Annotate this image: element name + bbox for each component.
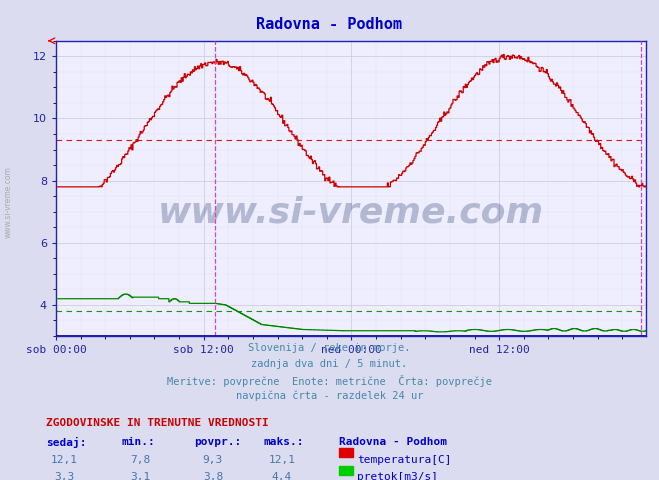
Text: maks.:: maks.: [264, 437, 304, 447]
Text: 3,1: 3,1 [130, 472, 150, 480]
Text: 4,4: 4,4 [272, 472, 292, 480]
Text: povpr.:: povpr.: [194, 437, 242, 447]
Text: sedaj:: sedaj: [46, 437, 86, 448]
Text: 12,1: 12,1 [51, 455, 78, 465]
Text: 7,8: 7,8 [130, 455, 150, 465]
Text: ZGODOVINSKE IN TRENUTNE VREDNOSTI: ZGODOVINSKE IN TRENUTNE VREDNOSTI [46, 418, 269, 428]
Text: www.si-vreme.com: www.si-vreme.com [3, 166, 13, 238]
Text: Slovenija / reke in morje.: Slovenija / reke in morje. [248, 343, 411, 353]
Text: www.si-vreme.com: www.si-vreme.com [158, 195, 544, 229]
Text: pretok[m3/s]: pretok[m3/s] [357, 472, 438, 480]
Text: Radovna - Podhom: Radovna - Podhom [256, 17, 403, 32]
Text: Radovna - Podhom: Radovna - Podhom [339, 437, 447, 447]
Text: temperatura[C]: temperatura[C] [357, 455, 451, 465]
Text: Meritve: povprečne  Enote: metrične  Črta: povprečje: Meritve: povprečne Enote: metrične Črta:… [167, 375, 492, 387]
Text: zadnja dva dni / 5 minut.: zadnja dva dni / 5 minut. [251, 359, 408, 369]
Text: 9,3: 9,3 [203, 455, 223, 465]
Text: 3,8: 3,8 [203, 472, 223, 480]
Text: min.:: min.: [122, 437, 156, 447]
Text: 3,3: 3,3 [55, 472, 74, 480]
Text: navpična črta - razdelek 24 ur: navpična črta - razdelek 24 ur [236, 391, 423, 401]
Text: 12,1: 12,1 [269, 455, 295, 465]
